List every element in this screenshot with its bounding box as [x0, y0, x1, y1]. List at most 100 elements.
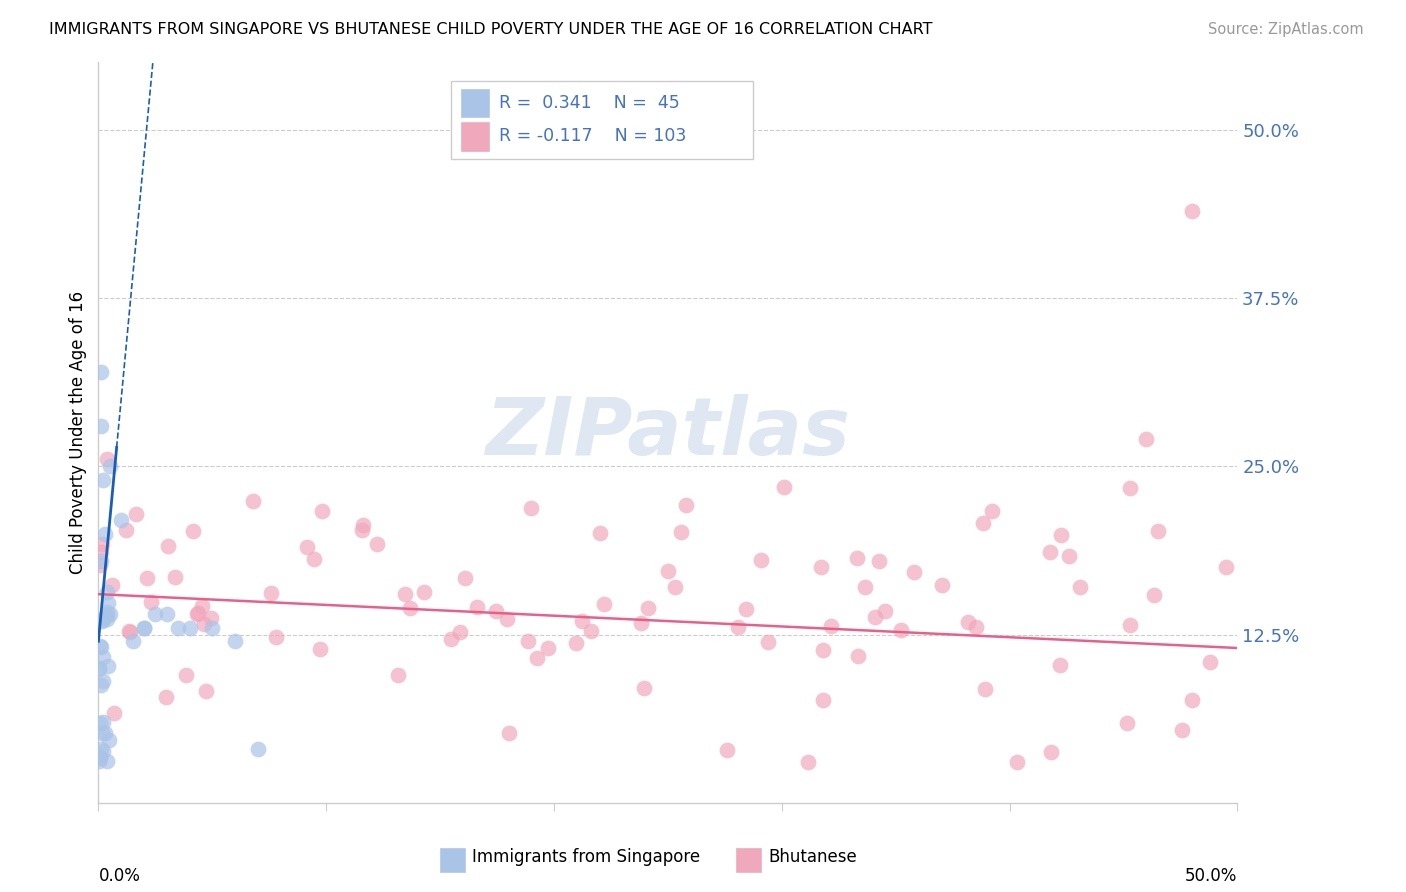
- Point: [537, 640, 560, 655]
- Point: [350, 523, 373, 537]
- Point: [96, 606, 118, 620]
- Point: [657, 564, 679, 578]
- Point: [1007, 756, 1029, 770]
- Point: [264, 630, 287, 644]
- Point: [145, 607, 167, 622]
- Point: [96, 754, 118, 768]
- Point: [981, 504, 1004, 518]
- Point: [200, 611, 222, 625]
- Point: [201, 621, 224, 635]
- Point: [564, 636, 586, 650]
- Point: [519, 500, 541, 515]
- Point: [846, 649, 869, 664]
- Text: 0.0%: 0.0%: [98, 867, 141, 886]
- Point: [671, 525, 693, 540]
- FancyBboxPatch shape: [451, 81, 754, 159]
- Point: [302, 551, 325, 566]
- Point: [813, 643, 835, 657]
- Point: [1119, 481, 1142, 495]
- Point: [366, 537, 388, 551]
- Point: [868, 553, 890, 567]
- Text: IMMIGRANTS FROM SINGAPORE VS BHUTANESE CHILD POVERTY UNDER THE AGE OF 16 CORRELA: IMMIGRANTS FROM SINGAPORE VS BHUTANESE C…: [49, 22, 932, 37]
- Point: [1119, 618, 1142, 632]
- Point: [96, 612, 118, 626]
- Point: [1147, 524, 1170, 538]
- Point: [387, 668, 409, 682]
- Point: [853, 580, 876, 594]
- Point: [121, 634, 143, 648]
- Point: [246, 742, 269, 756]
- Point: [1057, 549, 1080, 564]
- Point: [187, 606, 209, 620]
- Point: [242, 493, 264, 508]
- Point: [90, 537, 112, 551]
- Point: [579, 624, 602, 638]
- Point: [139, 595, 162, 609]
- Point: [103, 706, 125, 720]
- Text: R = -0.117    N = 103: R = -0.117 N = 103: [499, 128, 686, 145]
- Text: Source: ZipAtlas.com: Source: ZipAtlas.com: [1208, 22, 1364, 37]
- Point: [186, 607, 208, 622]
- Point: [716, 743, 738, 757]
- Point: [94, 725, 117, 739]
- Point: [132, 621, 155, 635]
- Point: [965, 619, 987, 633]
- Point: [758, 635, 780, 649]
- Point: [90, 553, 112, 567]
- Point: [820, 619, 842, 633]
- Point: [956, 615, 979, 629]
- Point: [810, 559, 832, 574]
- Point: [90, 545, 112, 559]
- Point: [1040, 745, 1063, 759]
- Point: [94, 610, 117, 624]
- Point: [91, 613, 114, 627]
- Point: [1135, 433, 1157, 447]
- FancyBboxPatch shape: [461, 122, 489, 151]
- Point: [727, 619, 749, 633]
- Point: [903, 565, 925, 579]
- Point: [90, 678, 112, 692]
- Point: [454, 570, 477, 584]
- Point: [664, 580, 686, 594]
- Point: [191, 599, 214, 613]
- Text: 50.0%: 50.0%: [1185, 867, 1237, 886]
- Point: [972, 516, 994, 531]
- Point: [526, 650, 548, 665]
- Point: [637, 601, 659, 615]
- Point: [311, 503, 333, 517]
- Point: [1069, 580, 1091, 594]
- Point: [91, 714, 114, 729]
- Point: [125, 507, 148, 521]
- Point: [115, 523, 138, 537]
- Point: [90, 614, 112, 628]
- Point: [224, 634, 246, 648]
- Text: ZIPatlas: ZIPatlas: [485, 393, 851, 472]
- FancyBboxPatch shape: [461, 89, 489, 117]
- Text: Bhutanese: Bhutanese: [768, 848, 856, 866]
- Point: [931, 578, 953, 592]
- Point: [181, 524, 204, 538]
- Point: [90, 365, 112, 379]
- Point: [845, 551, 868, 566]
- Point: [1199, 655, 1222, 669]
- Point: [118, 624, 141, 638]
- Point: [1050, 528, 1073, 542]
- Point: [194, 683, 217, 698]
- Point: [97, 659, 120, 673]
- Point: [1215, 560, 1237, 574]
- Point: [394, 587, 416, 601]
- Point: [811, 693, 834, 707]
- Point: [98, 459, 121, 474]
- Point: [89, 749, 111, 764]
- Point: [1143, 589, 1166, 603]
- Point: [1181, 203, 1204, 218]
- Point: [91, 650, 114, 665]
- Point: [675, 498, 697, 512]
- Point: [260, 586, 283, 600]
- Point: [589, 526, 612, 541]
- Point: [87, 754, 110, 768]
- Point: [1180, 693, 1202, 707]
- Point: [94, 526, 117, 541]
- Point: [90, 742, 112, 756]
- Point: [96, 584, 118, 599]
